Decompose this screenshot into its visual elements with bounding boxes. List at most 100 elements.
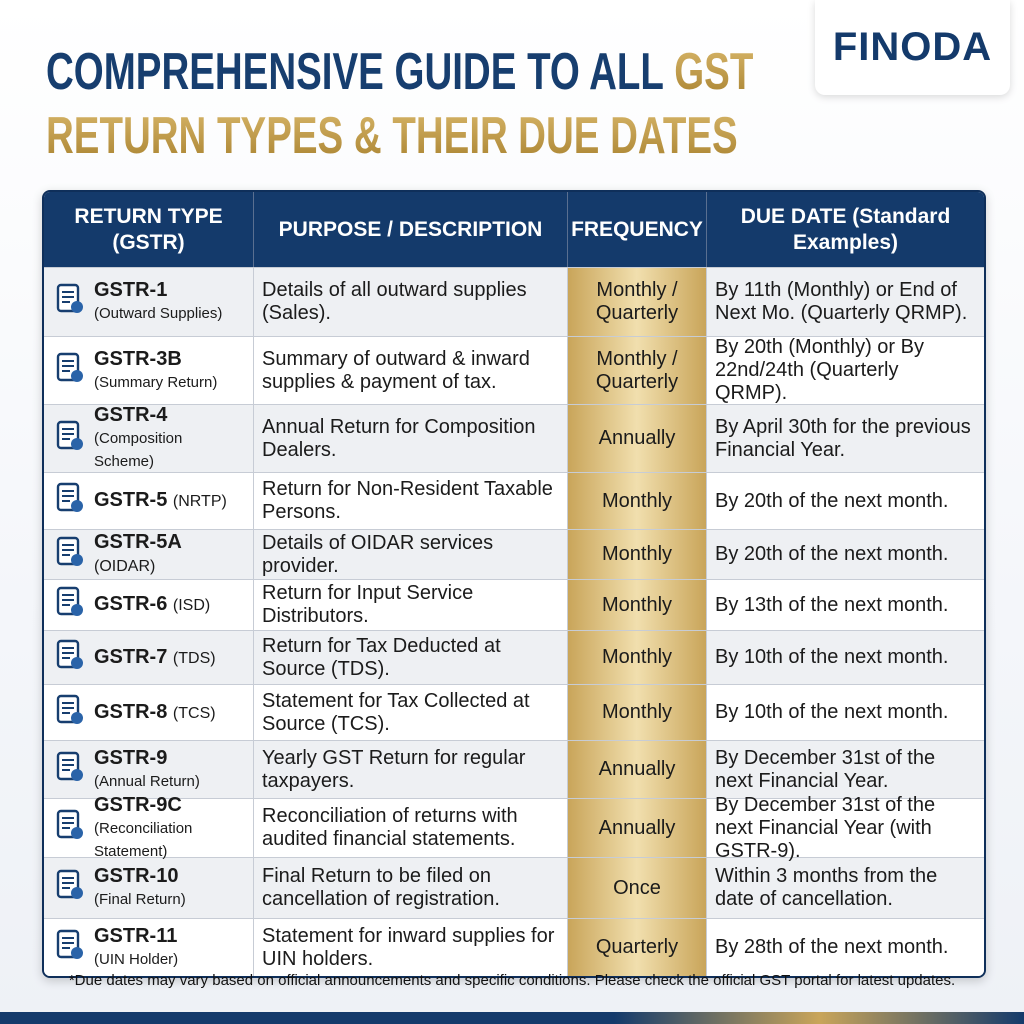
row-icon — [52, 638, 86, 678]
return-code: GSTR-11 — [94, 924, 178, 947]
return-code: GSTR-9 — [94, 746, 168, 769]
description: Return for Non-Resident Taxable Persons. — [254, 473, 568, 529]
due-date: By 13th of the next month. — [715, 593, 949, 616]
return-type: GSTR-7 (TDS) — [94, 646, 216, 670]
due-date: By December 31st of the next Financial Y… — [715, 746, 936, 792]
header-cell: FREQUENCY — [568, 192, 707, 267]
due-date: By December 31st of the next Financial Y… — [715, 793, 936, 862]
return-sub: (OIDAR) — [94, 558, 156, 575]
table-row: GSTR-6 (ISD) Return for Input Service Dis… — [44, 579, 984, 630]
table-row: GSTR-7 (TDS) Return for Tax Deducted at S… — [44, 630, 984, 684]
title-segment: COMPREHENSIVE GUIDE TO ALL — [46, 43, 664, 101]
return-type-line: GSTR-5 (NRTP) — [94, 489, 227, 513]
return-sub: (Final Return) — [94, 891, 186, 908]
return-sub: (UIN Holder) — [94, 950, 179, 968]
due-date: By April 30th for the previous Financial… — [715, 415, 971, 461]
return-type-cell: GSTR-11 (UIN Holder) — [44, 919, 254, 976]
return-code: GSTR-5A — [94, 531, 182, 553]
return-type: GSTR-5A (OIDAR) — [94, 531, 245, 578]
description: Final Return to be filed on cancellation… — [254, 858, 568, 918]
table-row: GSTR-5A (OIDAR) Details of OIDAR services… — [44, 529, 984, 579]
frequency: Annually — [568, 741, 707, 798]
return-type: GSTR-3B (Summary Return) — [94, 348, 217, 394]
due-date: By 20th (Monthly) or By 22nd/24th (Quart… — [715, 336, 924, 404]
title-segment: DUE DATES — [518, 107, 738, 165]
frequency: Monthly — [568, 530, 707, 579]
return-type: GSTR-9C (Reconciliation Statement) — [94, 794, 245, 863]
return-type-line: GSTR-5A (OIDAR) — [94, 531, 245, 578]
return-code: GSTR-7 — [94, 645, 168, 668]
return-code: GSTR-10 — [94, 865, 179, 887]
frequency: Monthly / Quarterly — [568, 268, 707, 336]
title-segment: GST — [674, 43, 754, 101]
due-date: Within 3 months from the date of cancell… — [715, 865, 938, 910]
logo: FINODA — [815, 0, 1010, 95]
return-type-cell: GSTR-4 (Composition Scheme) — [44, 404, 254, 472]
table-row: GSTR-3B (Summary Return) Summary of outwar… — [44, 336, 984, 404]
title: COMPREHENSIVE GUIDE TO ALL GST RETURN TYPE… — [46, 40, 1024, 168]
return-type: GSTR-8 (TCS) — [94, 701, 216, 725]
return-type-cell: GSTR-5 (NRTP) — [44, 473, 254, 529]
due-date: By 11th (Monthly) or End of Next Mo. (Qu… — [715, 279, 968, 324]
due-date: By 10th of the next month. — [715, 701, 949, 723]
return-sub: (Reconciliation Statement) — [94, 819, 193, 860]
return-sub: (TDS) — [172, 649, 216, 667]
description: Details of all outward supplies (Sales). — [254, 268, 568, 336]
gst-table: RETURN TYPE (GSTR) PURPOSE / DESCRIPTION F… — [42, 190, 986, 978]
return-type: GSTR-5 (NRTP) — [94, 489, 227, 513]
header-cell: RETURN TYPE (GSTR) — [44, 192, 254, 267]
description: Annual Return for Composition Dealers. — [254, 405, 568, 472]
frequency: Annually — [568, 405, 707, 472]
row-icon — [52, 282, 86, 322]
return-type: GSTR-6 (ISD) — [94, 593, 210, 617]
return-code: GSTR-4 — [94, 404, 168, 426]
footnote: *Due dates may vary based on official an… — [68, 972, 956, 989]
row-icon — [52, 928, 86, 968]
return-type-cell: GSTR-8 (TCS) — [44, 685, 254, 740]
return-sub: (Outward Supplies) — [94, 305, 223, 322]
row-icon — [52, 535, 86, 575]
title-line: COMPREHENSIVE GUIDE TO ALL GST — [46, 40, 786, 104]
return-type: GSTR-11 (UIN Holder) — [94, 925, 178, 971]
due-date: By 28th of the next month. — [715, 936, 949, 958]
frequency: Monthly — [568, 473, 707, 529]
return-type: GSTR-10 (Final Return) — [94, 865, 186, 911]
bottom-bar — [0, 1012, 1024, 1024]
table-row: GSTR-5 (NRTP) Return for Non-Resident Tax… — [44, 472, 984, 529]
return-sub: (NRTP) — [172, 493, 227, 510]
table-row: GSTR-8 (TCS) Statement for Tax Collected … — [44, 684, 984, 740]
return-type-cell: GSTR-5A (OIDAR) — [44, 530, 254, 579]
return-sub: (ISD) — [172, 597, 211, 614]
return-code: GSTR-6 — [94, 593, 168, 615]
description: Summary of outward & inward supplies & p… — [254, 337, 568, 404]
table-row: GSTR-11 (UIN Holder) Statement for inward … — [44, 918, 984, 976]
row-icon — [52, 693, 86, 733]
return-sub: (TCS) — [172, 704, 216, 722]
return-sub: (Composition Scheme) — [94, 430, 183, 470]
due-date: By 20th of the next month. — [715, 489, 949, 512]
row-icon — [52, 585, 86, 625]
description: Yearly GST Return for regular taxpayers. — [254, 741, 568, 798]
return-type-cell: GSTR-3B (Summary Return) — [44, 337, 254, 404]
title-line: RETURN TYPES & THEIR DUE DATES — [46, 104, 786, 168]
return-sub: (Annual Return) — [94, 772, 200, 790]
row-icon — [52, 750, 86, 790]
return-code: GSTR-1 — [94, 279, 168, 301]
header-cell: PURPOSE / DESCRIPTION — [254, 192, 568, 267]
return-type-cell: GSTR-9 (Annual Return) — [44, 741, 254, 798]
return-type-cell: GSTR-9C (Reconciliation Statement) — [44, 794, 254, 860]
row-icon — [52, 868, 86, 908]
frequency: Annually — [568, 799, 707, 857]
description: Details of OIDAR services provider. — [254, 530, 568, 579]
description: Statement for Tax Collected at Source (T… — [254, 685, 568, 740]
return-type-line: GSTR-8 (TCS) — [94, 701, 216, 725]
row-icon — [52, 808, 86, 848]
table-row: GSTR-1 (Outward Supplies) Details of all o… — [44, 267, 984, 336]
header-cell: DUE DATE (Standard Examples) — [740, 204, 951, 254]
description: Return for Tax Deducted at Source (TDS). — [254, 631, 568, 684]
table-row: GSTR-10 (Final Return) Final Return to be … — [44, 857, 984, 918]
description: Return for Input Service Distributors. — [254, 580, 568, 630]
frequency: Monthly — [568, 685, 707, 740]
frequency: Monthly / Quarterly — [568, 337, 707, 404]
return-type: GSTR-1 (Outward Supplies) — [94, 279, 222, 325]
